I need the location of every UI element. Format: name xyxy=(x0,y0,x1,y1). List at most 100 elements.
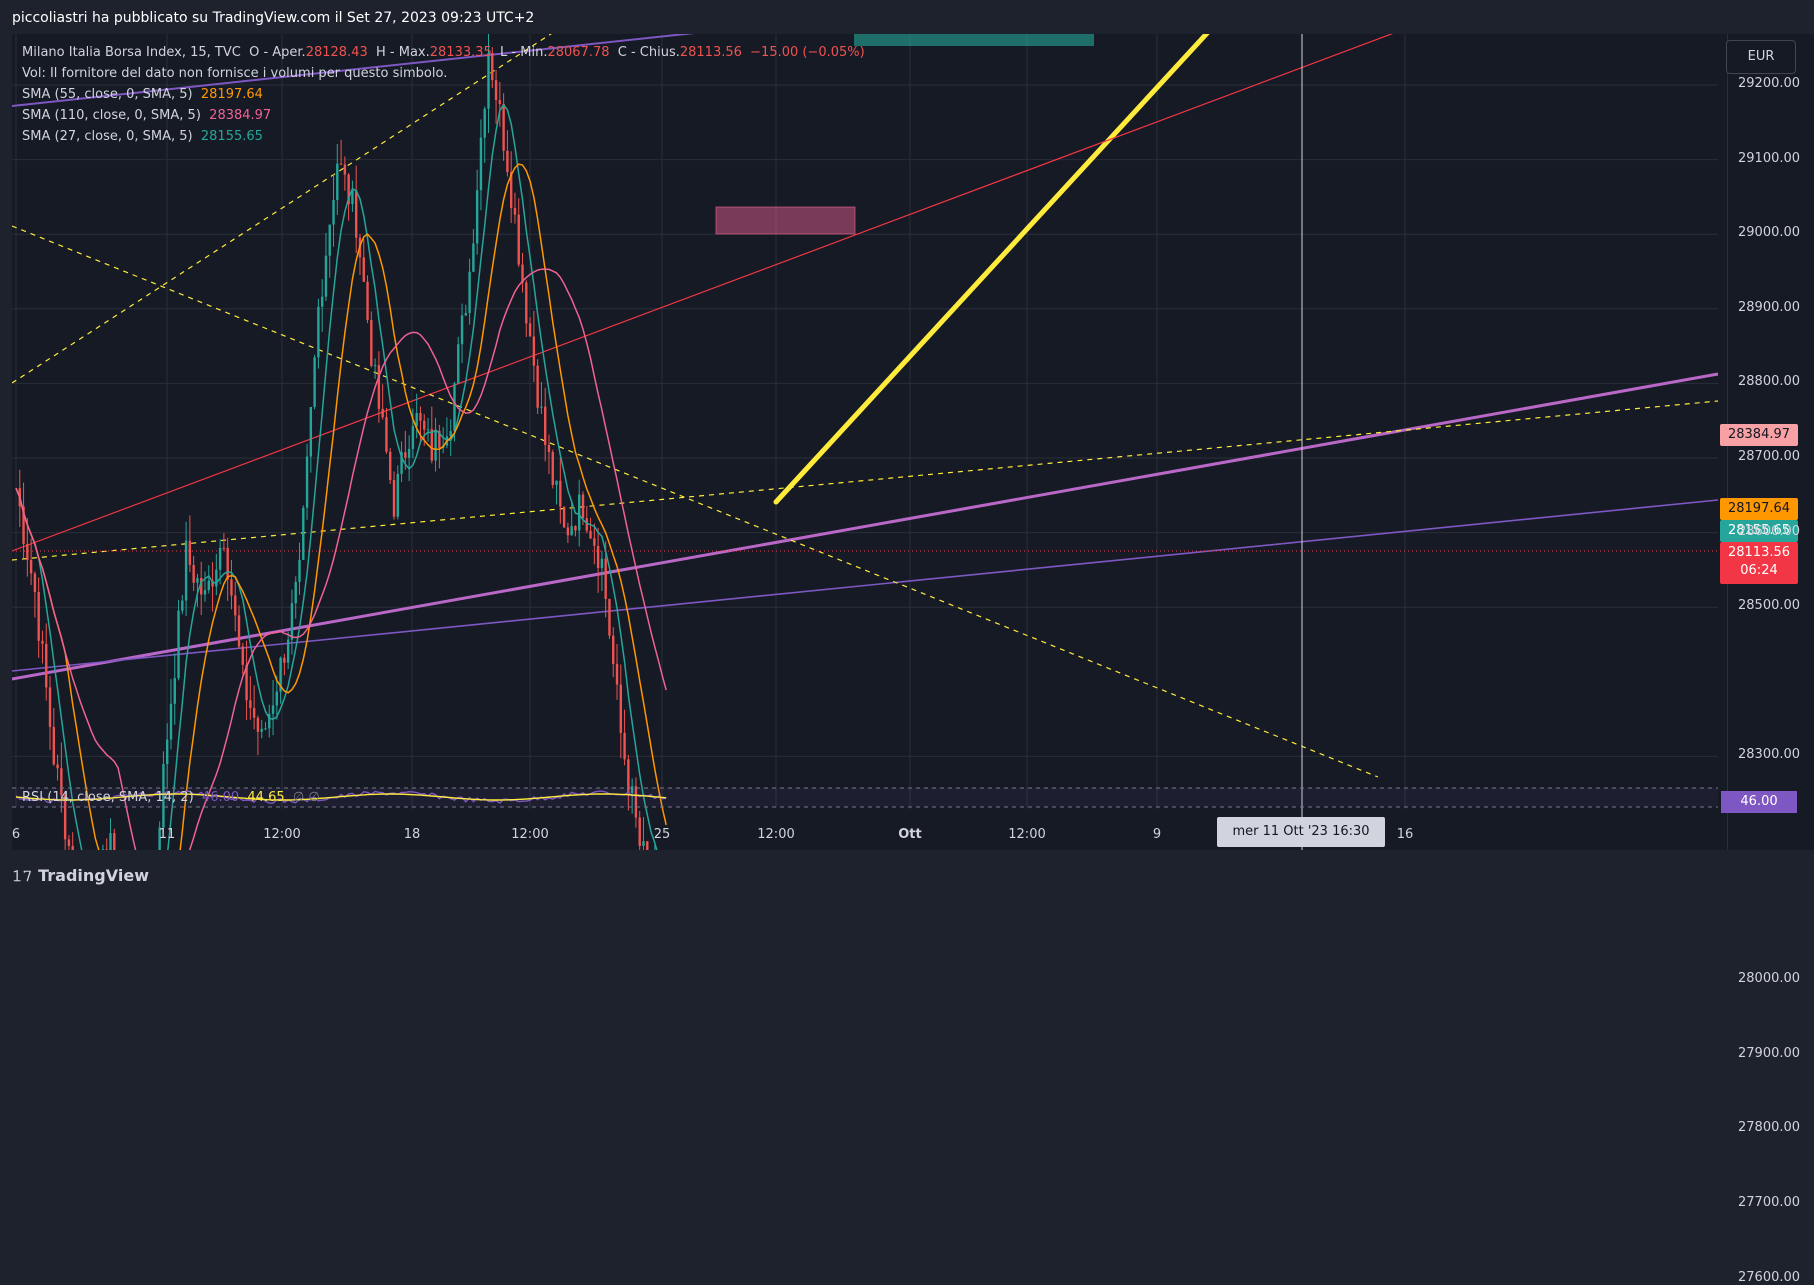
candle-body xyxy=(430,429,433,461)
candle-body xyxy=(468,271,471,314)
chart-panel[interactable] xyxy=(12,34,1727,850)
last-price-tag: 28113.56 06:24 xyxy=(1720,542,1798,584)
drawings xyxy=(12,34,1719,850)
brand-name: TradingView xyxy=(38,866,149,885)
candle-body xyxy=(29,560,33,574)
candle-body xyxy=(574,525,577,531)
time-tick-label: 25 xyxy=(653,827,671,842)
yellow-dash-flat xyxy=(12,400,1719,561)
candle-body xyxy=(22,506,25,544)
candle-body xyxy=(366,281,369,320)
close-label: C - Chius. xyxy=(617,45,680,60)
cursor-date-label: mer 11 Ott '23 16:30 xyxy=(1217,817,1385,847)
candle-body xyxy=(309,406,313,457)
candle-body xyxy=(434,430,437,461)
price-tick-label: 29200.00 xyxy=(1738,76,1801,91)
candle-body xyxy=(45,643,48,688)
time-tick-label: 16 xyxy=(1396,827,1414,842)
candle-body xyxy=(593,538,596,546)
candle-body xyxy=(351,190,354,205)
candle-body xyxy=(226,547,229,580)
candle-body xyxy=(355,190,358,238)
candle-body xyxy=(502,104,505,151)
candle-body xyxy=(336,163,339,201)
rsi-pane xyxy=(12,787,1718,808)
candle-body xyxy=(498,100,502,105)
candle-body xyxy=(540,406,543,408)
price-tick-label: 28900.00 xyxy=(1738,299,1801,315)
price-plot[interactable] xyxy=(12,34,1727,850)
candle-body xyxy=(101,849,105,850)
sma-27-line xyxy=(15,103,658,850)
candle-body xyxy=(630,786,634,793)
candle-body xyxy=(347,174,350,205)
purple-thick-trend-line xyxy=(12,372,1719,681)
candle-body xyxy=(256,717,260,732)
candle-body xyxy=(532,336,536,366)
sma55-legend[interactable]: SMA (55, close, 0, SMA, 5) 28197.64 xyxy=(22,87,263,102)
candle-body xyxy=(642,841,645,846)
high-value: 28133.35 xyxy=(429,45,492,60)
candle-body xyxy=(623,732,626,760)
tradingview-logo[interactable]: 𝟷𝟽 TradingView xyxy=(12,866,149,886)
candle-body xyxy=(279,657,282,692)
candle-body xyxy=(544,406,547,445)
candle-body xyxy=(200,577,203,595)
violet-top-line xyxy=(12,34,695,107)
candle-body xyxy=(302,507,305,560)
candle-body xyxy=(211,580,214,587)
candle-body xyxy=(570,525,573,536)
yellow-trend-line xyxy=(773,34,1210,505)
candle-body xyxy=(184,540,188,601)
candle-body xyxy=(237,615,241,647)
candle-body xyxy=(370,319,373,366)
sma110-legend[interactable]: SMA (110, close, 0, SMA, 5) 28384.97 xyxy=(22,108,271,123)
publish-header: piccoliastri ha pubblicato su TradingVie… xyxy=(0,0,1814,34)
currency-button[interactable]: EUR xyxy=(1726,40,1796,74)
rsi-line xyxy=(15,790,667,805)
candles xyxy=(18,34,656,850)
ohlc-legend: Milano Italia Borsa Index, 15, TVC O - A… xyxy=(22,45,865,60)
candle-body xyxy=(449,431,452,437)
sma110-label: SMA (110, close, 0, SMA, 5) xyxy=(22,108,201,123)
candle-body xyxy=(646,841,649,850)
sma55-label: SMA (55, close, 0, SMA, 5) xyxy=(22,87,193,102)
candle-body xyxy=(392,480,396,517)
candle-body xyxy=(41,640,44,644)
price-tick-label: 29100.00 xyxy=(1738,150,1801,166)
sma27-legend[interactable]: SMA (27, close, 0, SMA, 5) 28155.65 xyxy=(22,129,263,144)
candle-body xyxy=(491,53,494,81)
candle-body xyxy=(581,494,585,519)
rsi-legend[interactable]: RSI (14, close, SMA, 14, 2) 46.00 44.65 … xyxy=(22,790,320,805)
open-value: 28128.43 xyxy=(305,45,368,60)
candle-body xyxy=(638,817,641,846)
candle-body xyxy=(166,739,169,765)
candle-body xyxy=(162,764,165,828)
candle-body xyxy=(596,545,600,569)
candle-body xyxy=(407,448,411,458)
price-tick-label: 28800.00 xyxy=(1738,374,1801,390)
price-tick-label: 28300.00 xyxy=(1738,747,1801,763)
rsi-ma-line xyxy=(15,793,667,801)
candle-body xyxy=(298,559,301,582)
candle-body xyxy=(67,839,71,846)
candle-body xyxy=(479,137,483,191)
candle-body xyxy=(290,603,294,640)
candle-body xyxy=(286,639,290,663)
candle-body xyxy=(52,726,55,765)
candle-body xyxy=(373,365,377,367)
rsi-price-tag: 46.00 xyxy=(1721,791,1797,813)
moving-averages xyxy=(15,103,667,850)
rsi-bands-value: ∅ ∅ xyxy=(292,790,320,805)
candle-body xyxy=(389,451,392,481)
candle-body xyxy=(472,243,475,272)
candle-body xyxy=(264,728,267,730)
tv-icon: 𝟷𝟽 xyxy=(12,866,33,885)
sma110-value: 28384.97 xyxy=(209,108,272,123)
candle-body xyxy=(585,518,588,531)
time-tick-label: 12:00 xyxy=(263,827,301,842)
candle-body xyxy=(634,786,638,818)
sma55-price-tag: 28197.64 xyxy=(1720,498,1798,520)
time-tick-label: 6 xyxy=(11,827,21,842)
candle-body xyxy=(438,430,441,448)
